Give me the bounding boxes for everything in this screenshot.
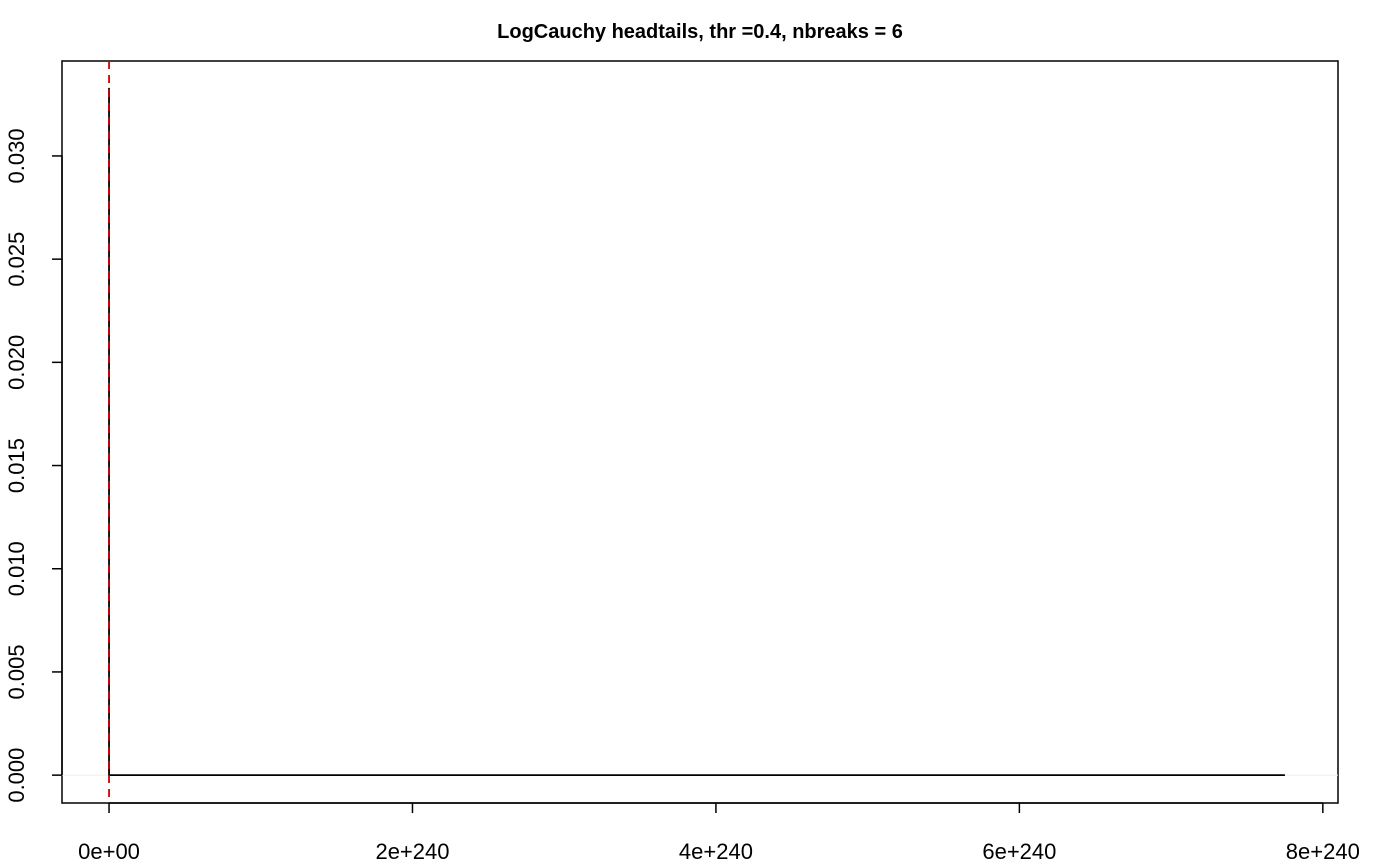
y-tick-label-2: 0.010 bbox=[4, 541, 29, 596]
x-tick-label-1: 2e+240 bbox=[375, 839, 449, 864]
x-tick-label-2: 4e+240 bbox=[679, 839, 753, 864]
y-tick-label-1: 0.005 bbox=[4, 644, 29, 699]
x-tick-label-3: 6e+240 bbox=[982, 839, 1056, 864]
y-tick-label-3: 0.015 bbox=[4, 438, 29, 493]
y-tick-label-5: 0.025 bbox=[4, 232, 29, 287]
chart-title: LogCauchy headtails, thr =0.4, nbreaks =… bbox=[497, 21, 903, 43]
x-tick-label-4: 8e+240 bbox=[1286, 839, 1360, 864]
y-tick-label-4: 0.020 bbox=[4, 335, 29, 390]
plot-frame bbox=[61, 60, 1339, 804]
y-tick-label-0: 0.000 bbox=[4, 748, 29, 803]
density-series bbox=[108, 87, 1285, 777]
series-line-0 bbox=[108, 87, 1285, 777]
x-tick-label-0: 0e+00 bbox=[78, 839, 140, 864]
y-axis: 0.000 0.005 0.010 0.015 0.020 0.025 0.030 bbox=[4, 128, 63, 803]
x-axis: 0e+00 2e+240 4e+240 6e+240 8e+240 bbox=[78, 802, 1360, 864]
y-tick-label-6: 0.030 bbox=[4, 128, 29, 183]
